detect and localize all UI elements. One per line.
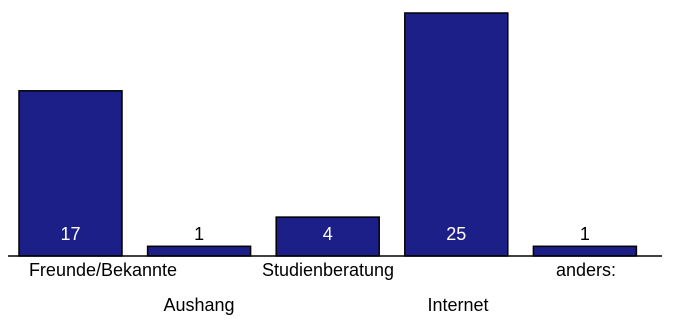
data-label-4: 1 — [580, 224, 590, 244]
data-labels-group: 17 1 4 25 1 — [60, 224, 589, 244]
category-label-0: Freunde/Bekannte — [29, 260, 177, 280]
data-label-2: 4 — [323, 224, 333, 244]
data-label-0: 17 — [60, 224, 80, 244]
category-label-3: Internet — [427, 295, 488, 315]
data-label-1: 1 — [194, 224, 204, 244]
category-label-2: Studienberatung — [262, 260, 394, 280]
bar-1 — [146, 245, 252, 257]
bar-4 — [532, 245, 638, 257]
bar-2 — [275, 216, 380, 257]
category-label-1: Aushang — [163, 295, 234, 315]
bars-group — [18, 12, 638, 257]
category-label-4: anders: — [556, 260, 616, 280]
data-label-3: 25 — [446, 224, 466, 244]
bar-3 — [404, 12, 509, 257]
bar-0 — [18, 90, 123, 257]
category-labels-group: Freunde/Bekannte Aushang Studienberatung In… — [29, 260, 616, 315]
